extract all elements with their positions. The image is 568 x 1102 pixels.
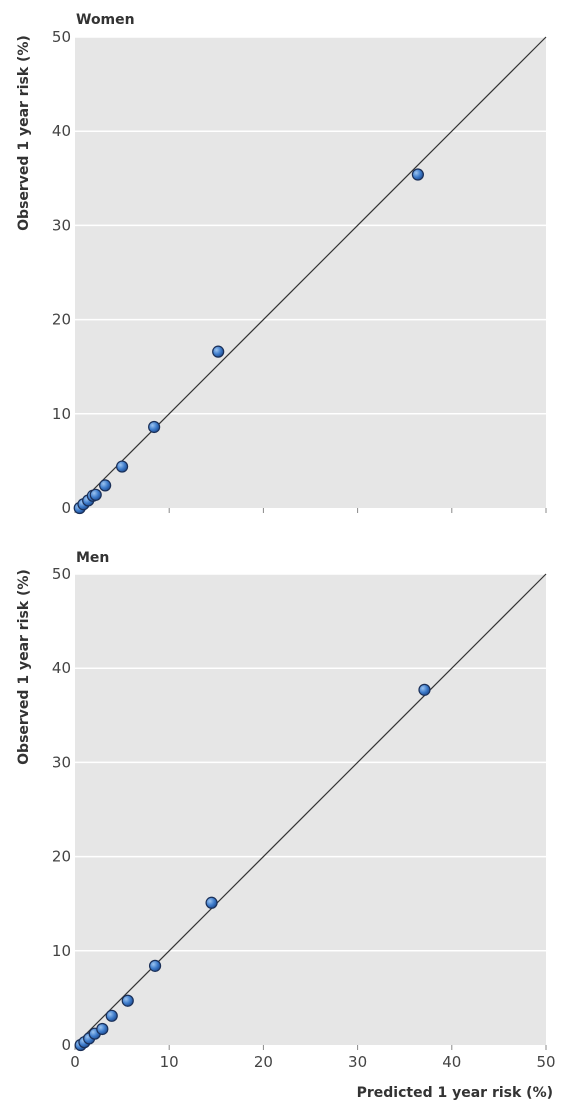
y-tick-label-women-1: 10 bbox=[52, 405, 71, 423]
y-tick-label-women-3: 30 bbox=[52, 216, 71, 234]
data-point-men-7 bbox=[148, 959, 162, 972]
grid-men bbox=[75, 573, 546, 952]
x-tick-label-men-5: 50 bbox=[536, 1053, 555, 1071]
y-tick-label-women-2: 20 bbox=[52, 311, 71, 329]
x-tick-label-men-2: 20 bbox=[254, 1053, 273, 1071]
y-tick-label-men-1: 10 bbox=[52, 942, 71, 960]
data-point-women-4 bbox=[89, 488, 102, 501]
y-tick-label-men-4: 40 bbox=[52, 659, 71, 677]
y-tick-label-women-5: 50 bbox=[52, 28, 71, 46]
y-tick-label-women-0: 0 bbox=[61, 499, 71, 517]
y-ticks-women: 0 10 20 30 40 50 bbox=[52, 28, 71, 517]
points-women bbox=[73, 168, 424, 515]
y-axis-label-women: Observed 1 year risk (%) bbox=[16, 35, 32, 231]
x-tick-label-men-3: 30 bbox=[348, 1053, 367, 1071]
x-axis-label: Predicted 1 year risk (%) bbox=[357, 1085, 553, 1101]
data-point-women-7 bbox=[148, 420, 161, 434]
data-point-men-4 bbox=[96, 1022, 109, 1036]
y-tick-label-men-2: 20 bbox=[52, 848, 71, 866]
y-axis-label-men: Observed 1 year risk (%) bbox=[16, 569, 32, 765]
x-tick-label-men-4: 40 bbox=[442, 1053, 461, 1071]
data-point-men-8 bbox=[205, 896, 218, 909]
grid-women bbox=[75, 36, 546, 415]
data-point-women-5 bbox=[99, 479, 112, 492]
panel-title-men: Men bbox=[76, 550, 109, 566]
x-ticks-men: 0 10 20 30 40 50 bbox=[70, 1045, 556, 1071]
y-tick-label-men-0: 0 bbox=[61, 1036, 71, 1054]
y-tick-label-men-3: 30 bbox=[52, 753, 71, 771]
y-ticks-men: 0 10 20 30 40 50 bbox=[52, 565, 71, 1054]
panel-women: Women Observed 1 year risk (%) 0 10 20 30 40… bbox=[16, 12, 547, 517]
data-point-men-6 bbox=[121, 994, 134, 1007]
data-point-women-9 bbox=[411, 168, 424, 181]
y-tick-label-women-4: 40 bbox=[52, 122, 71, 140]
points-men bbox=[74, 683, 431, 1052]
x-ticks-women bbox=[74, 508, 547, 513]
x-tick-label-men-0: 0 bbox=[70, 1053, 80, 1071]
data-point-women-8 bbox=[212, 345, 225, 358]
panel-men: Men Observed 1 year risk (%) 0 10 20 30 40 50… bbox=[16, 550, 556, 1101]
data-point-men-9 bbox=[418, 683, 431, 696]
y-tick-label-men-5: 50 bbox=[52, 565, 71, 583]
data-point-women-6 bbox=[115, 460, 129, 473]
data-point-men-5 bbox=[105, 1009, 118, 1022]
x-tick-label-men-1: 10 bbox=[160, 1053, 179, 1071]
panel-title-women: Women bbox=[76, 12, 135, 28]
